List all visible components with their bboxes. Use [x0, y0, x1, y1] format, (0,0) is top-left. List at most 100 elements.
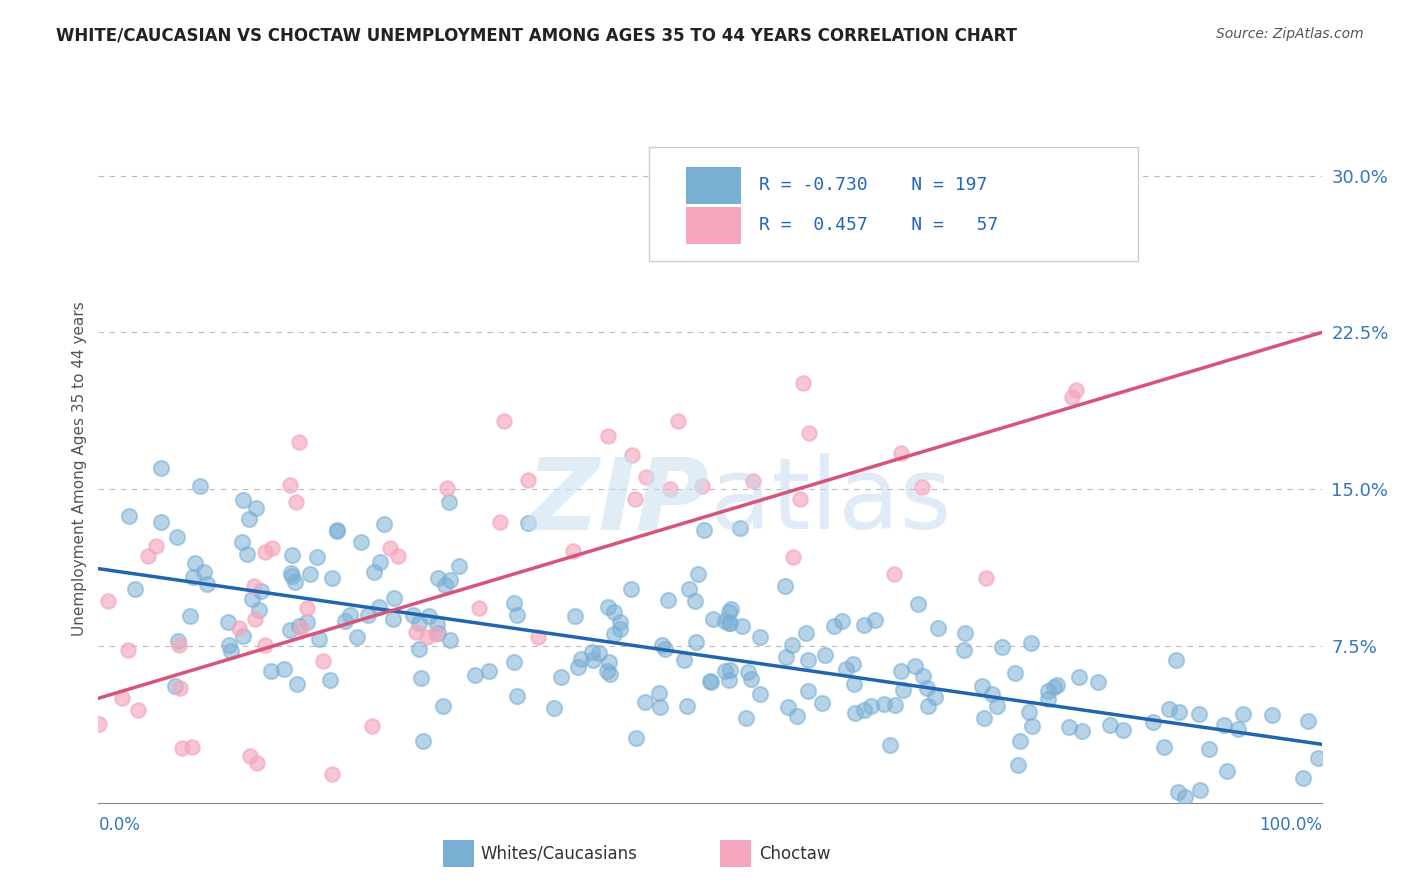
Text: Whites/Caucasians: Whites/Caucasians [481, 845, 638, 863]
Point [118, 509, 141, 524]
Point [97, 593, 120, 607]
Point [797, 683, 820, 698]
Point [794, 625, 817, 640]
Point [242, 579, 264, 593]
Point [253, 545, 276, 559]
Point [624, 491, 647, 506]
Point [249, 584, 271, 599]
Point [285, 495, 308, 509]
Point [325, 524, 347, 538]
Point [360, 719, 382, 733]
Point [842, 657, 865, 672]
Point [506, 608, 529, 623]
Point [437, 495, 460, 509]
Point [853, 617, 876, 632]
Point [1038, 692, 1060, 706]
Point [550, 669, 572, 683]
Point [297, 615, 319, 629]
Point [598, 429, 620, 443]
Point [773, 579, 796, 593]
Point [1174, 789, 1197, 804]
Point [778, 699, 800, 714]
Point [1142, 715, 1164, 730]
Point [678, 582, 700, 597]
Point [717, 616, 740, 631]
Point [879, 738, 901, 752]
Point [912, 668, 935, 682]
Point [321, 571, 343, 585]
Point [1153, 740, 1175, 755]
Point [890, 665, 912, 679]
Point [1019, 635, 1042, 649]
Point [333, 615, 356, 629]
Point [169, 681, 191, 695]
Point [434, 578, 457, 592]
Point [288, 618, 311, 632]
Point [657, 592, 679, 607]
Point [1021, 719, 1043, 733]
Point [609, 622, 631, 636]
Point [150, 461, 173, 475]
Point [273, 662, 295, 676]
Point [734, 711, 756, 725]
Point [685, 634, 707, 648]
Point [953, 625, 976, 640]
Point [835, 662, 858, 676]
Point [863, 613, 886, 627]
Point [775, 649, 797, 664]
Point [246, 756, 269, 771]
Point [582, 653, 605, 667]
Point [609, 615, 631, 629]
Point [1198, 741, 1220, 756]
Point [425, 627, 447, 641]
Point [321, 767, 343, 781]
Point [408, 615, 430, 630]
Point [127, 702, 149, 716]
Point [904, 658, 927, 673]
Point [150, 515, 173, 529]
Point [676, 698, 699, 713]
Point [844, 706, 866, 721]
Point [650, 699, 672, 714]
Point [596, 664, 619, 678]
Point [260, 665, 283, 679]
Point [502, 596, 524, 610]
Point [859, 699, 882, 714]
Point [718, 605, 741, 619]
Point [489, 516, 512, 530]
Point [917, 681, 939, 695]
Point [1071, 723, 1094, 738]
Point [427, 571, 450, 585]
Point [814, 648, 837, 662]
Point [624, 731, 647, 746]
Point [219, 644, 242, 658]
Point [363, 565, 385, 579]
Point [287, 434, 309, 449]
Point [700, 675, 723, 690]
Point [782, 550, 804, 565]
Point [367, 599, 389, 614]
Point [145, 539, 167, 553]
Point [748, 687, 770, 701]
Point [1212, 718, 1234, 732]
Point [516, 473, 538, 487]
Point [852, 703, 875, 717]
Text: WHITE/CAUCASIAN VS CHOCTAW UNEMPLOYMENT AMONG AGES 35 TO 44 YEARS CORRELATION CH: WHITE/CAUCASIAN VS CHOCTAW UNEMPLOYMENT … [56, 27, 1017, 45]
Point [1038, 683, 1060, 698]
Point [167, 633, 190, 648]
Point [1159, 702, 1181, 716]
Point [167, 638, 190, 652]
Point [447, 558, 470, 573]
Point [166, 530, 188, 544]
Point [685, 594, 707, 608]
Point [245, 611, 267, 625]
Point [686, 566, 709, 581]
Point [911, 480, 934, 494]
Point [952, 643, 974, 657]
Point [478, 664, 501, 678]
Point [381, 612, 404, 626]
Point [218, 639, 240, 653]
FancyBboxPatch shape [686, 168, 741, 204]
Point [740, 672, 762, 686]
Point [278, 477, 301, 491]
